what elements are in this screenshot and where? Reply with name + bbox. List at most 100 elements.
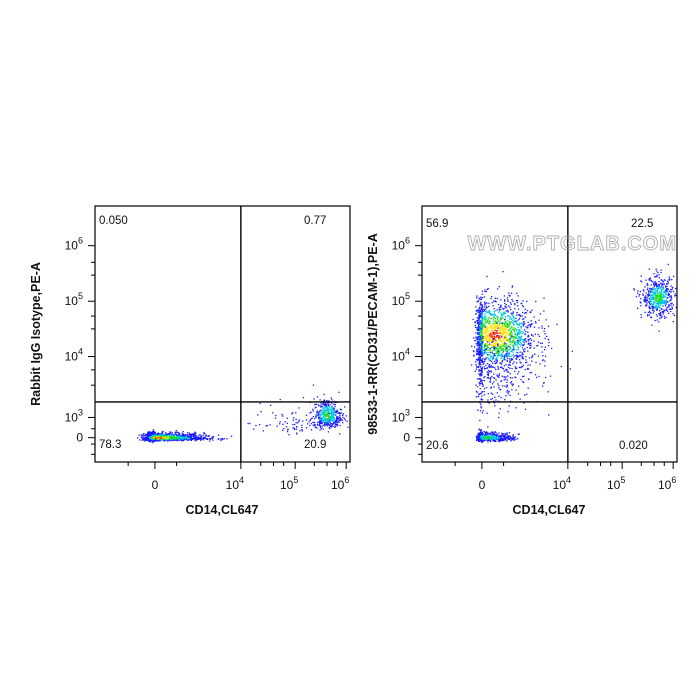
event-dot xyxy=(494,325,497,328)
event-dot xyxy=(648,307,650,309)
event-dot xyxy=(279,421,281,423)
event-dot xyxy=(168,434,170,436)
event-dot xyxy=(481,326,483,329)
event-dot xyxy=(530,344,532,346)
event-dot xyxy=(650,284,652,286)
event-dot xyxy=(639,301,641,303)
event-dot xyxy=(478,329,480,332)
event-dot xyxy=(499,440,501,443)
event-dot xyxy=(193,436,195,439)
event-dot xyxy=(164,435,167,438)
event-dot xyxy=(648,279,650,281)
event-dot xyxy=(498,328,500,330)
event-dot xyxy=(485,331,488,333)
event-dot xyxy=(518,347,520,349)
event-dot xyxy=(663,284,665,286)
event-dot xyxy=(494,322,496,324)
event-dot xyxy=(330,410,333,412)
event-dot xyxy=(159,440,161,442)
event-dot xyxy=(320,411,322,414)
event-dot xyxy=(667,294,669,296)
event-dot xyxy=(481,439,483,441)
event-dot xyxy=(503,438,505,440)
event-dot xyxy=(643,299,645,301)
event-dot xyxy=(328,420,331,422)
event-dot xyxy=(320,406,322,408)
event-dot xyxy=(477,319,479,322)
event-dot xyxy=(511,314,513,316)
event-dot xyxy=(322,411,325,413)
event-dot xyxy=(177,438,179,440)
event-dot xyxy=(512,300,514,302)
event-dot xyxy=(513,329,515,331)
event-dot xyxy=(501,343,504,345)
event-dot xyxy=(494,377,496,379)
event-dot xyxy=(500,322,502,324)
event-dot xyxy=(650,316,652,318)
event-dot xyxy=(325,422,327,424)
event-dot xyxy=(325,410,327,412)
event-dot xyxy=(654,290,656,293)
event-dot xyxy=(152,430,154,433)
event-dot xyxy=(493,340,495,343)
event-dot xyxy=(322,402,324,404)
event-dot xyxy=(480,359,482,362)
event-dot xyxy=(509,338,511,340)
event-dot xyxy=(665,289,667,291)
event-dot xyxy=(494,343,497,345)
event-dot xyxy=(672,313,674,315)
event-dot xyxy=(659,312,662,314)
event-dot xyxy=(482,308,484,310)
event-dot xyxy=(490,332,492,334)
event-dot xyxy=(646,299,649,301)
event-dot xyxy=(643,290,645,292)
event-dot xyxy=(510,336,512,338)
event-dot xyxy=(480,341,483,343)
event-dot xyxy=(143,437,145,440)
event-dot xyxy=(324,402,326,404)
event-dot xyxy=(327,415,329,417)
event-dot xyxy=(476,317,478,319)
event-dot xyxy=(493,334,495,336)
event-dot xyxy=(517,438,519,440)
event-dot xyxy=(516,355,518,357)
event-dot xyxy=(518,336,520,338)
event-dot xyxy=(483,351,486,353)
event-dot xyxy=(498,328,500,330)
event-dot xyxy=(479,349,481,351)
event-dot xyxy=(489,438,491,440)
event-dot xyxy=(195,435,197,437)
event-dot xyxy=(199,437,201,439)
event-dot xyxy=(490,328,492,330)
event-dot xyxy=(517,305,519,307)
event-dot xyxy=(338,391,340,393)
event-dot xyxy=(483,325,486,327)
event-dot xyxy=(510,351,512,353)
event-dot xyxy=(316,412,318,414)
event-dot xyxy=(492,434,494,437)
event-dot xyxy=(650,280,653,282)
event-dot xyxy=(257,414,259,416)
event-dot xyxy=(342,422,344,424)
event-dot xyxy=(488,433,490,435)
event-dot xyxy=(633,289,635,291)
event-dot xyxy=(332,419,334,421)
event-dot xyxy=(504,349,507,352)
event-dot xyxy=(498,310,500,312)
event-dot xyxy=(518,319,520,321)
event-dot xyxy=(189,436,191,438)
event-dot xyxy=(520,336,522,338)
event-dot xyxy=(175,432,177,435)
event-dot xyxy=(522,344,525,346)
event-dot xyxy=(158,440,160,442)
event-dot xyxy=(486,356,489,359)
event-dot xyxy=(506,344,508,347)
event-dot xyxy=(274,417,277,419)
event-dot xyxy=(514,344,517,346)
event-dot xyxy=(653,301,655,303)
event-dot xyxy=(633,288,635,290)
event-dot xyxy=(508,331,510,333)
event-dot xyxy=(190,435,193,438)
